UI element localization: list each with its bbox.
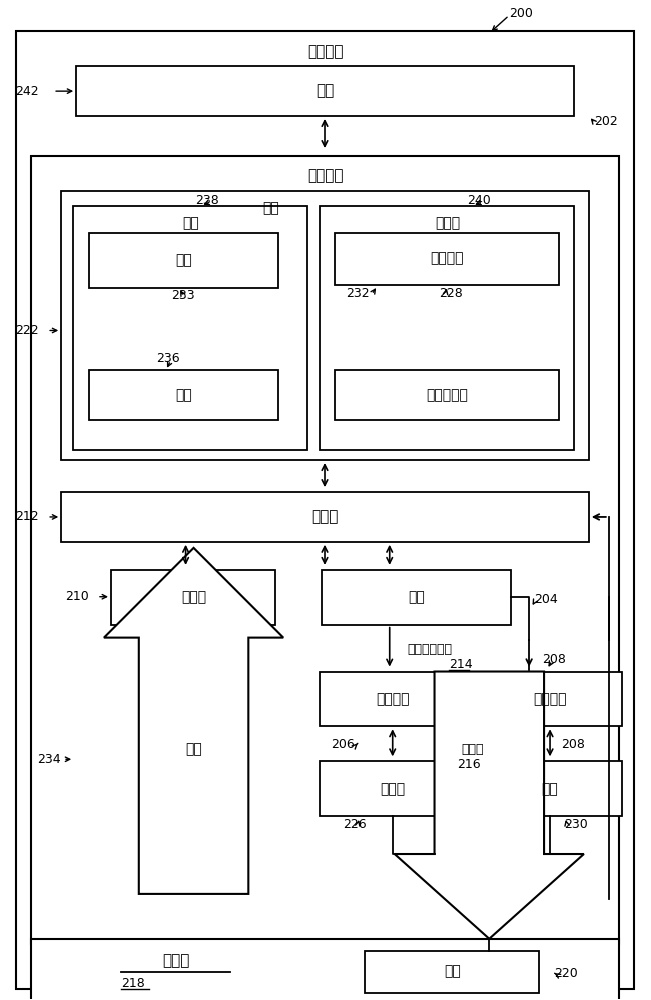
Text: 距离: 距离 bbox=[175, 388, 192, 402]
Text: 204: 204 bbox=[534, 593, 558, 606]
Bar bbox=[365, 951, 539, 993]
Text: 激光束: 激光束 bbox=[462, 743, 484, 756]
Text: 大致相干光束: 大致相干光束 bbox=[407, 643, 452, 656]
Bar bbox=[322, 570, 511, 625]
Text: 208: 208 bbox=[542, 653, 566, 666]
Text: 202: 202 bbox=[594, 115, 618, 128]
Text: 220: 220 bbox=[554, 967, 578, 980]
Text: 242: 242 bbox=[16, 85, 39, 98]
Text: 226: 226 bbox=[343, 818, 367, 831]
Text: 扫描角: 扫描角 bbox=[380, 782, 406, 796]
Text: 240: 240 bbox=[467, 194, 491, 207]
Text: 218: 218 bbox=[121, 977, 145, 990]
Text: 230: 230 bbox=[564, 818, 588, 831]
Bar bbox=[335, 370, 559, 420]
Text: 光源: 光源 bbox=[408, 590, 425, 604]
Text: 聚焦系统: 聚焦系统 bbox=[533, 692, 567, 706]
Text: 212: 212 bbox=[16, 510, 39, 523]
Text: 像素: 像素 bbox=[175, 254, 192, 268]
Text: 位置: 位置 bbox=[444, 965, 461, 979]
Text: 测量系统: 测量系统 bbox=[307, 168, 343, 183]
Text: 散度: 散度 bbox=[542, 782, 559, 796]
Text: 信息: 信息 bbox=[262, 201, 279, 215]
Text: 233: 233 bbox=[171, 289, 194, 302]
Polygon shape bbox=[395, 672, 584, 939]
Text: 控制器: 控制器 bbox=[311, 509, 339, 524]
Bar bbox=[335, 233, 559, 285]
Bar bbox=[320, 761, 464, 816]
Text: 图像: 图像 bbox=[182, 216, 199, 230]
Bar bbox=[89, 370, 278, 420]
Text: 棆测器: 棆测器 bbox=[181, 590, 206, 604]
Text: 236: 236 bbox=[156, 352, 180, 365]
Bar bbox=[320, 206, 574, 450]
Bar bbox=[73, 206, 307, 450]
Text: 222: 222 bbox=[16, 324, 39, 337]
Bar bbox=[111, 570, 275, 625]
Text: 平台: 平台 bbox=[316, 84, 334, 99]
Text: 空间分辨率: 空间分辨率 bbox=[426, 388, 469, 402]
Bar bbox=[89, 233, 278, 288]
Text: 214: 214 bbox=[449, 658, 473, 671]
Polygon shape bbox=[104, 548, 283, 894]
Bar bbox=[31, 939, 618, 1000]
Text: 角分辨率: 角分辨率 bbox=[431, 252, 464, 266]
Text: 测量环境: 测量环境 bbox=[307, 44, 343, 59]
Bar bbox=[454, 672, 477, 856]
Text: 200: 200 bbox=[509, 7, 533, 20]
Bar bbox=[477, 761, 622, 816]
Text: 228: 228 bbox=[439, 287, 464, 300]
Text: 232: 232 bbox=[346, 287, 370, 300]
Bar bbox=[320, 672, 464, 726]
Text: 238: 238 bbox=[195, 194, 219, 207]
Text: 响应: 响应 bbox=[185, 742, 202, 756]
Text: 目标区: 目标区 bbox=[162, 953, 189, 968]
Text: 234: 234 bbox=[38, 753, 61, 766]
Bar bbox=[477, 672, 622, 726]
Bar bbox=[61, 492, 589, 542]
Bar bbox=[61, 191, 589, 460]
Text: 210: 210 bbox=[65, 590, 89, 603]
Text: 扫描系统: 扫描系统 bbox=[376, 692, 409, 706]
Bar bbox=[76, 66, 574, 116]
Text: 分辨率: 分辨率 bbox=[435, 216, 460, 230]
Text: 216: 216 bbox=[458, 758, 481, 771]
Text: 206: 206 bbox=[331, 738, 355, 751]
Text: 208: 208 bbox=[561, 738, 585, 751]
Bar bbox=[31, 156, 618, 944]
